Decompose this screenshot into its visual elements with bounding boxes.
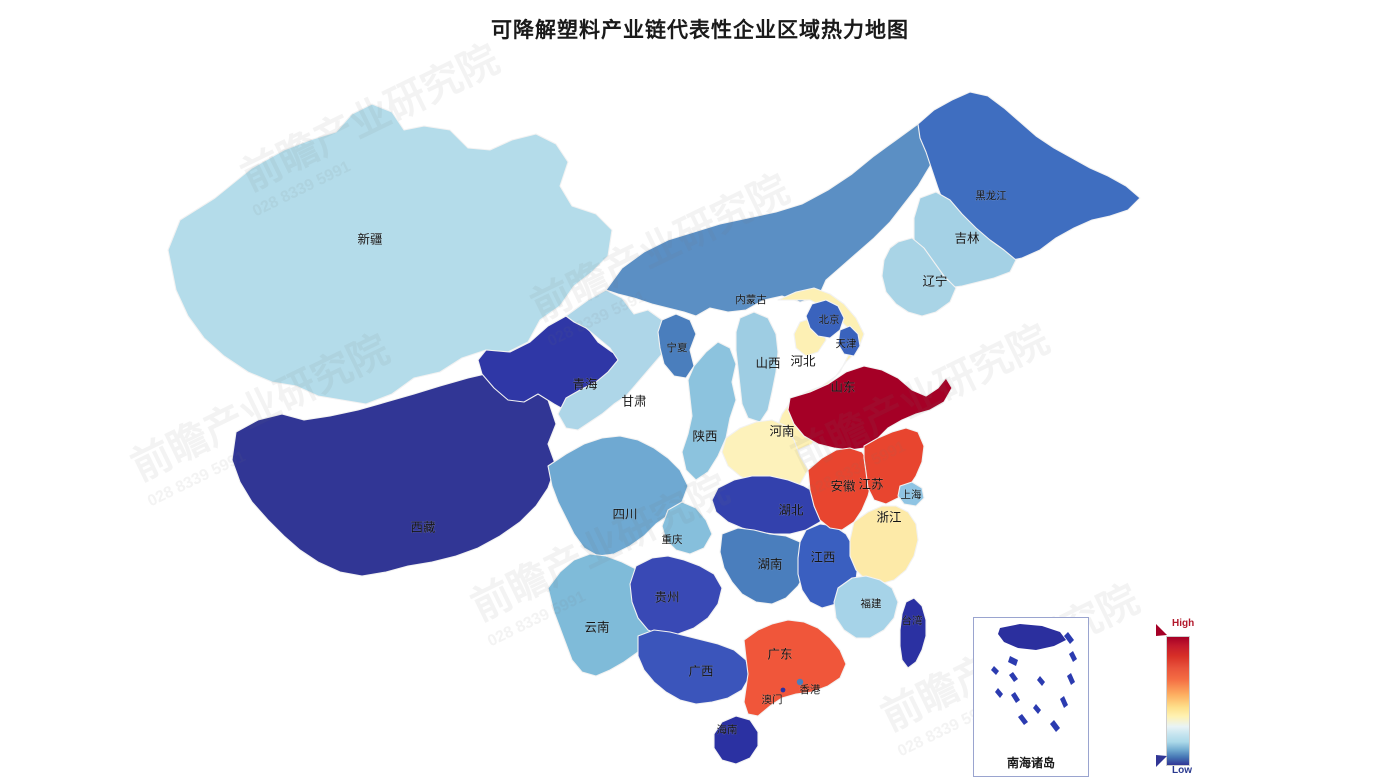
province-ningxia[interactable] [657, 313, 697, 379]
legend-bottom-arrow-icon [1156, 755, 1167, 767]
dash-line-10 [991, 666, 999, 675]
page-title: 可降解塑料产业链代表性企业区域热力地图 [491, 19, 909, 42]
province-label-inner-mongolia: 内蒙古 [735, 293, 767, 306]
province-label-zhejiang: 浙江 [876, 509, 901, 524]
legend-gradient-bar[interactable] [1166, 636, 1190, 766]
province-label-shanghai: 上海 [901, 488, 922, 501]
province-label-anhui: 安徽 [830, 478, 856, 493]
province-label-gansu: 甘肃 [621, 394, 646, 408]
dash-line-1 [1064, 632, 1074, 644]
province-shandong[interactable] [787, 365, 953, 451]
province-label-tibet: 西藏 [410, 520, 436, 534]
inset-label: 南海诸岛 [1006, 756, 1055, 770]
province-inner-mongolia[interactable] [605, 111, 951, 317]
province-label-xinjiang: 新疆 [357, 231, 382, 246]
dash-line-2 [1069, 651, 1077, 662]
dash-line-7 [1009, 672, 1018, 682]
province-shanghai[interactable] [897, 481, 925, 507]
province-hunan[interactable] [719, 527, 809, 605]
province-label-taiwan: 台湾 [902, 614, 923, 627]
province-label-jiangsu: 江苏 [858, 476, 883, 491]
dash-line-5 [1050, 720, 1060, 732]
province-label-chongqing: 重庆 [662, 533, 683, 546]
province-guizhou[interactable] [629, 555, 723, 637]
province-label-hainan: 海南 [717, 723, 738, 736]
province-hubei[interactable] [711, 475, 827, 535]
province-tibet[interactable] [231, 367, 557, 577]
province-henan[interactable] [721, 419, 809, 493]
province-xinjiang[interactable] [167, 103, 613, 405]
province-label-ningxia: 宁夏 [667, 341, 688, 354]
province-shapes [167, 91, 1141, 765]
province-label-hebei: 河北 [790, 354, 816, 368]
island-shape-main [998, 624, 1066, 650]
dash-line-13 [1033, 704, 1041, 714]
legend-top-arrow-icon [1156, 624, 1167, 636]
province-label-beijing: 北京 [819, 313, 840, 326]
province-label-henan: 河南 [769, 423, 794, 438]
province-label-qinghai: 青海 [572, 376, 598, 391]
province-label-fujian: 福建 [861, 597, 882, 610]
province-shaanxi[interactable] [681, 341, 737, 481]
province-label-guangxi: 广西 [688, 664, 713, 678]
legend-high-label: High [1172, 618, 1195, 629]
inset-islands-svg [991, 624, 1077, 732]
dash-line-9 [1018, 714, 1028, 725]
province-tianjin[interactable] [837, 325, 861, 357]
province-label-jilin: 吉林 [954, 231, 980, 245]
province-label-hunan: 湖南 [757, 556, 782, 571]
province-hongkong[interactable] [796, 678, 804, 686]
province-fujian[interactable] [833, 575, 899, 639]
province-taiwan[interactable] [899, 597, 927, 669]
province-guangxi[interactable] [637, 629, 751, 705]
province-label-guangdong: 广东 [767, 647, 792, 661]
province-hainan[interactable] [713, 715, 759, 765]
province-label-guizhou: 贵州 [654, 590, 679, 604]
province-shanxi[interactable] [735, 311, 779, 423]
province-label-macau: 澳门 [762, 693, 783, 706]
province-label-yunnan: 云南 [584, 619, 609, 634]
province-anhui[interactable] [807, 447, 873, 531]
province-chongqing[interactable] [661, 501, 713, 555]
province-label-hubei: 湖北 [778, 502, 804, 517]
province-liaoning[interactable] [881, 237, 957, 317]
province-label-sichuan: 四川 [612, 507, 637, 521]
color-legend[interactable]: High Low [1156, 618, 1204, 778]
province-guangdong[interactable] [743, 619, 847, 717]
south-china-sea-inset[interactable]: 南海诸岛 [973, 617, 1089, 777]
province-label-shaanxi: 陕西 [692, 428, 717, 443]
dash-line-3 [1067, 673, 1075, 685]
dash-line-6 [1008, 656, 1018, 666]
province-label-liaoning: 辽宁 [922, 273, 947, 288]
legend-low-label: Low [1172, 765, 1192, 776]
dash-line-11 [995, 688, 1003, 698]
province-beijing[interactable] [805, 299, 845, 339]
province-label-hongkong: 香港 [800, 684, 821, 696]
dash-line-4 [1060, 696, 1068, 708]
province-label-shanxi: 山西 [755, 356, 780, 370]
province-label-heilongjiang: 黑龙江 [975, 189, 1007, 202]
province-gansu[interactable] [557, 289, 671, 431]
province-label-jiangxi: 江西 [810, 550, 835, 564]
province-zhejiang[interactable] [849, 505, 919, 585]
province-label-shandong: 山东 [830, 380, 855, 394]
province-macau[interactable] [780, 687, 786, 693]
province-label-tianjin: 天津 [836, 338, 857, 350]
dash-line-8 [1011, 692, 1020, 703]
dash-line-12 [1037, 676, 1045, 686]
